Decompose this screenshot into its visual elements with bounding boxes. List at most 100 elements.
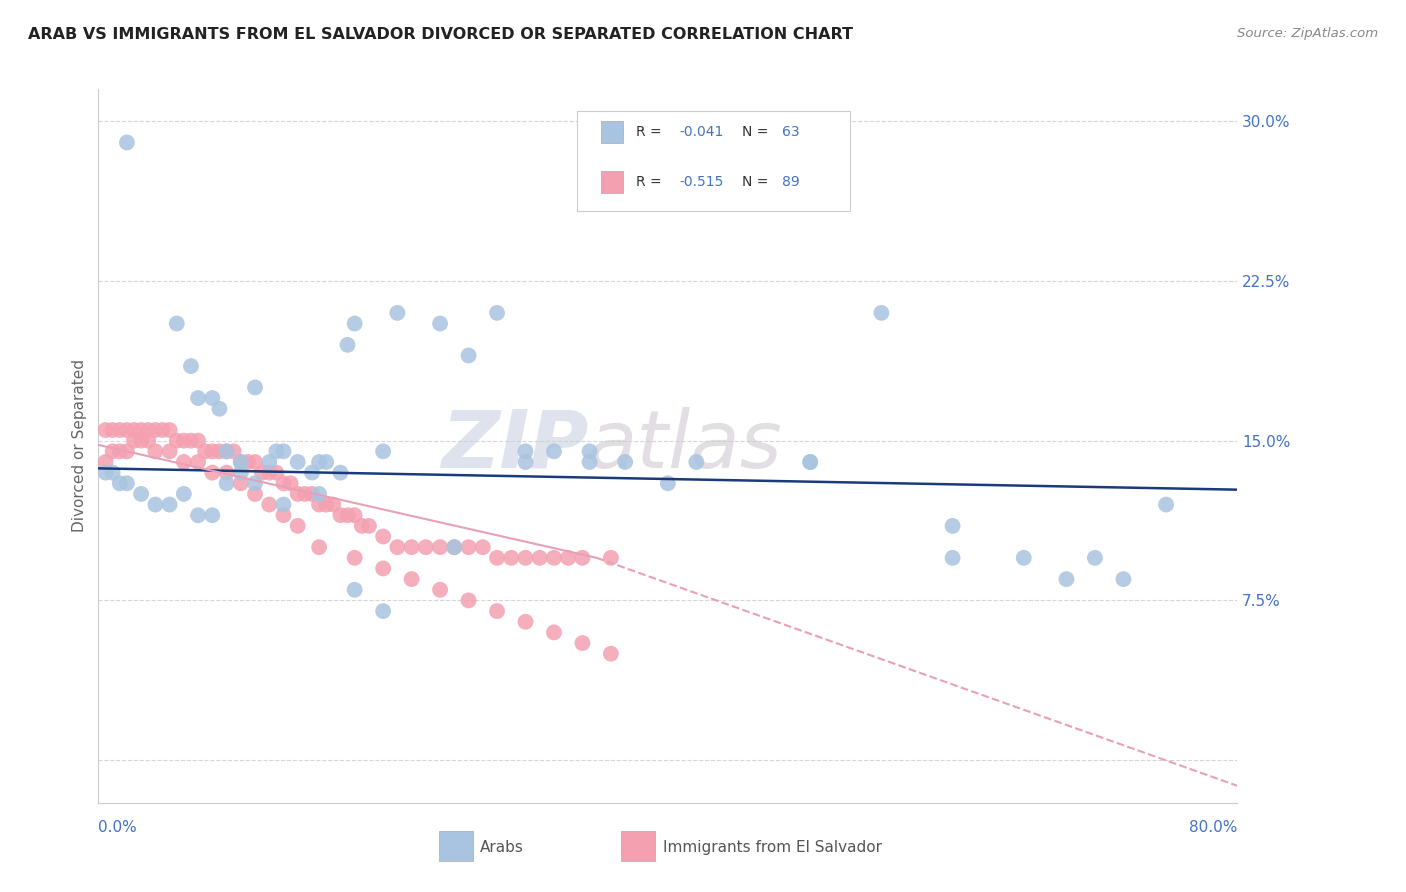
Point (600, 550, 623, 565)
Point (870, 306, 893, 320)
Point (578, 455, 600, 469)
Point (273, 498, 295, 512)
Point (322, 498, 344, 512)
Point (115, 476, 138, 491)
Point (208, 401, 231, 416)
Point (259, 498, 281, 512)
Text: N =: N = (742, 175, 773, 189)
Text: -0.041: -0.041 (679, 125, 724, 139)
Point (543, 625, 565, 640)
Point (799, 455, 821, 469)
Y-axis label: Divorced or Separated: Divorced or Separated (72, 359, 87, 533)
Point (229, 476, 252, 491)
Point (543, 444, 565, 458)
Point (259, 455, 281, 469)
Point (942, 550, 965, 565)
Point (201, 391, 224, 405)
Point (557, 550, 579, 565)
Point (443, 540, 465, 554)
Point (486, 306, 509, 320)
Point (350, 519, 373, 533)
Point (129, 487, 152, 501)
Point (108, 423, 131, 437)
Point (515, 444, 537, 458)
Point (173, 455, 195, 469)
Point (215, 476, 238, 491)
Text: atlas: atlas (588, 407, 783, 485)
Point (215, 466, 238, 480)
Point (301, 466, 323, 480)
Point (173, 487, 195, 501)
Point (243, 487, 266, 501)
Point (357, 519, 380, 533)
Point (401, 572, 423, 586)
Point (571, 636, 593, 650)
Point (145, 444, 167, 458)
Point (187, 434, 209, 448)
Point (287, 487, 309, 501)
Point (101, 444, 124, 458)
Point (229, 466, 252, 480)
Point (229, 455, 252, 469)
Point (571, 550, 593, 565)
Point (108, 476, 131, 491)
Point (187, 455, 209, 469)
Point (115, 136, 138, 150)
Point (457, 540, 479, 554)
Point (273, 508, 295, 523)
Point (159, 444, 181, 458)
Point (308, 498, 330, 512)
Point (373, 604, 395, 618)
Point (115, 444, 138, 458)
Point (166, 317, 188, 331)
Point (243, 380, 266, 394)
Point (122, 434, 145, 448)
Point (301, 487, 323, 501)
Point (1012, 550, 1035, 565)
Point (287, 519, 309, 533)
Point (280, 476, 302, 491)
Text: Immigrants from El Salvador: Immigrants from El Salvador (664, 839, 883, 855)
Point (145, 423, 167, 437)
Point (614, 455, 637, 469)
Point (429, 540, 451, 554)
Text: ARAB VS IMMIGRANTS FROM EL SALVADOR DIVORCED OR SEPARATED CORRELATION CHART: ARAB VS IMMIGRANTS FROM EL SALVADOR DIVO… (28, 27, 853, 42)
Text: 63: 63 (782, 125, 800, 139)
Point (343, 582, 366, 597)
Point (201, 444, 224, 458)
Point (266, 466, 288, 480)
Point (101, 423, 124, 437)
Text: 80.0%: 80.0% (1189, 820, 1237, 835)
Point (194, 444, 217, 458)
Point (429, 317, 451, 331)
Text: 89: 89 (782, 175, 800, 189)
Point (578, 444, 600, 458)
Point (180, 359, 202, 373)
Point (343, 550, 366, 565)
Point (373, 529, 395, 543)
Point (129, 434, 152, 448)
Point (1112, 572, 1135, 586)
Point (94, 455, 117, 469)
Point (373, 444, 395, 458)
Point (273, 476, 295, 491)
Point (108, 444, 131, 458)
Text: 0.0%: 0.0% (98, 820, 138, 835)
Point (94, 466, 117, 480)
Point (515, 550, 537, 565)
FancyBboxPatch shape (621, 830, 655, 861)
Point (1056, 572, 1078, 586)
Point (415, 540, 437, 554)
Point (187, 508, 209, 523)
Point (315, 498, 337, 512)
Point (129, 423, 152, 437)
Point (236, 455, 259, 469)
FancyBboxPatch shape (600, 170, 623, 194)
Point (1084, 550, 1107, 565)
Point (942, 519, 965, 533)
Point (180, 434, 202, 448)
Point (287, 455, 309, 469)
Point (222, 444, 245, 458)
Text: ZIP: ZIP (440, 407, 588, 485)
Point (187, 391, 209, 405)
